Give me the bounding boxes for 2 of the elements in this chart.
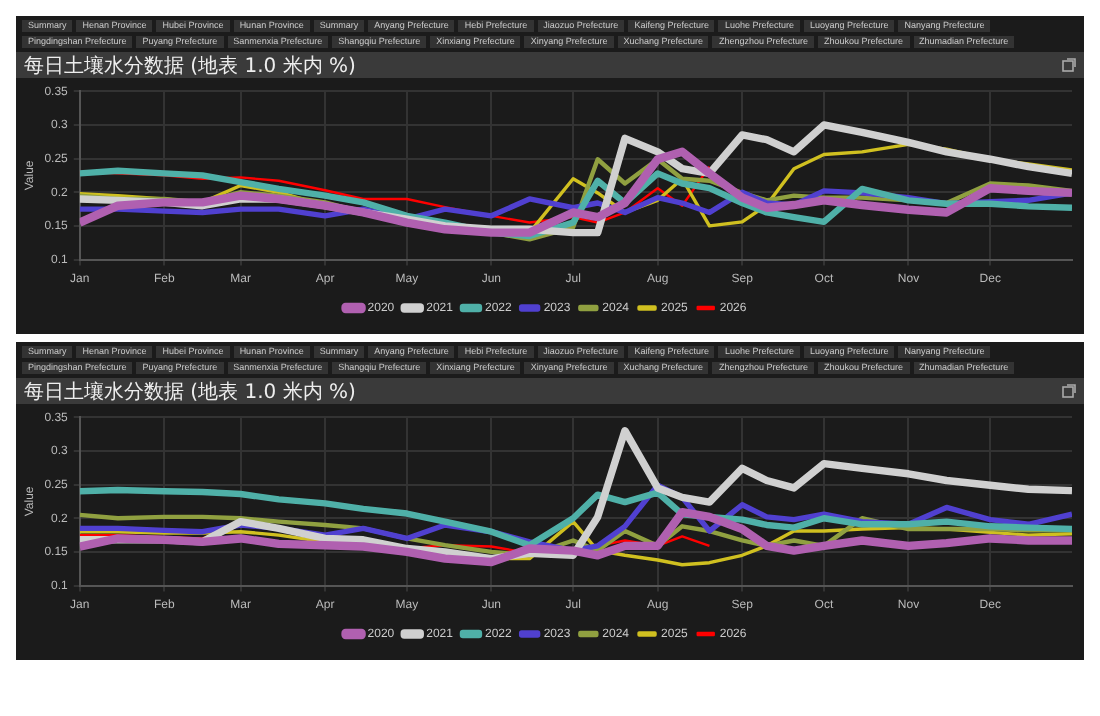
chart-title: 每日土壤水分数据 (地表 1.0 米内 %) <box>24 379 356 405</box>
chart-title: 每日土壤水分数据 (地表 1.0 米内 %) <box>24 53 356 79</box>
